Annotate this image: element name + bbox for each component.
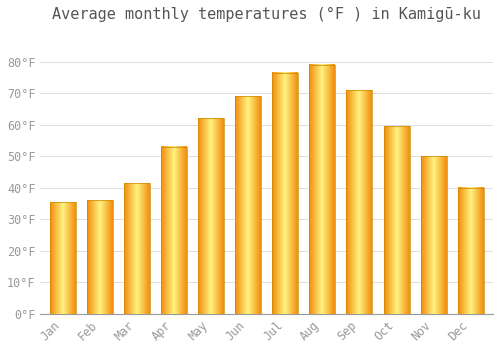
Bar <box>384 126 409 314</box>
Bar <box>50 202 76 314</box>
Bar <box>346 90 372 314</box>
Bar <box>310 65 336 314</box>
Bar <box>124 183 150 314</box>
Bar <box>458 188 484 314</box>
Bar <box>86 200 113 314</box>
Title: Average monthly temperatures (°F ) in Kamigū-ku: Average monthly temperatures (°F ) in Ka… <box>52 7 481 22</box>
Bar <box>235 96 261 314</box>
Bar <box>161 147 187 314</box>
Bar <box>420 156 446 314</box>
Bar <box>272 73 298 314</box>
Bar <box>198 118 224 314</box>
